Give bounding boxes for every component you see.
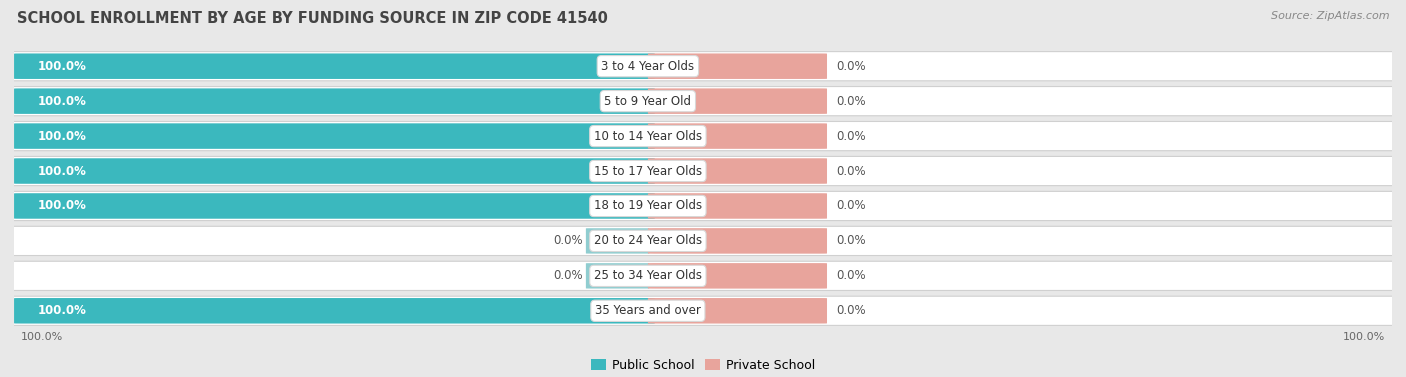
- FancyBboxPatch shape: [14, 298, 655, 323]
- Text: 35 Years and over: 35 Years and over: [595, 304, 700, 317]
- FancyBboxPatch shape: [3, 87, 1403, 116]
- Text: 3 to 4 Year Olds: 3 to 4 Year Olds: [602, 60, 695, 73]
- FancyBboxPatch shape: [3, 121, 1403, 151]
- Legend: Public School, Private School: Public School, Private School: [586, 354, 820, 377]
- FancyBboxPatch shape: [648, 193, 827, 219]
- FancyBboxPatch shape: [648, 298, 827, 323]
- FancyBboxPatch shape: [14, 123, 655, 149]
- FancyBboxPatch shape: [648, 158, 827, 184]
- FancyBboxPatch shape: [3, 226, 1403, 256]
- FancyBboxPatch shape: [648, 263, 827, 289]
- Text: 18 to 19 Year Olds: 18 to 19 Year Olds: [593, 199, 702, 213]
- Text: 100.0%: 100.0%: [21, 333, 63, 342]
- FancyBboxPatch shape: [648, 88, 827, 114]
- FancyBboxPatch shape: [14, 88, 655, 114]
- Text: 5 to 9 Year Old: 5 to 9 Year Old: [605, 95, 692, 108]
- FancyBboxPatch shape: [3, 156, 1403, 185]
- Text: 0.0%: 0.0%: [837, 164, 866, 178]
- Text: 100.0%: 100.0%: [38, 60, 86, 73]
- Text: 25 to 34 Year Olds: 25 to 34 Year Olds: [593, 269, 702, 282]
- FancyBboxPatch shape: [14, 54, 655, 79]
- Text: 0.0%: 0.0%: [837, 234, 866, 247]
- Text: 0.0%: 0.0%: [554, 234, 583, 247]
- Text: 0.0%: 0.0%: [554, 269, 583, 282]
- FancyBboxPatch shape: [648, 54, 827, 79]
- Text: 20 to 24 Year Olds: 20 to 24 Year Olds: [593, 234, 702, 247]
- Text: 100.0%: 100.0%: [38, 199, 86, 213]
- FancyBboxPatch shape: [586, 228, 650, 254]
- Text: 15 to 17 Year Olds: 15 to 17 Year Olds: [593, 164, 702, 178]
- FancyBboxPatch shape: [3, 52, 1403, 81]
- FancyBboxPatch shape: [648, 228, 827, 254]
- Text: 100.0%: 100.0%: [38, 130, 86, 143]
- Text: 100.0%: 100.0%: [38, 304, 86, 317]
- FancyBboxPatch shape: [14, 158, 655, 184]
- Text: 10 to 14 Year Olds: 10 to 14 Year Olds: [593, 130, 702, 143]
- Text: 100.0%: 100.0%: [38, 164, 86, 178]
- Text: 0.0%: 0.0%: [837, 60, 866, 73]
- FancyBboxPatch shape: [3, 192, 1403, 221]
- FancyBboxPatch shape: [586, 263, 650, 288]
- Text: 100.0%: 100.0%: [1343, 333, 1385, 342]
- FancyBboxPatch shape: [648, 123, 827, 149]
- Text: Source: ZipAtlas.com: Source: ZipAtlas.com: [1271, 11, 1389, 21]
- Text: 0.0%: 0.0%: [837, 130, 866, 143]
- FancyBboxPatch shape: [3, 296, 1403, 325]
- Text: 100.0%: 100.0%: [38, 95, 86, 108]
- Text: 0.0%: 0.0%: [837, 95, 866, 108]
- Text: SCHOOL ENROLLMENT BY AGE BY FUNDING SOURCE IN ZIP CODE 41540: SCHOOL ENROLLMENT BY AGE BY FUNDING SOUR…: [17, 11, 607, 26]
- FancyBboxPatch shape: [14, 193, 655, 219]
- Text: 0.0%: 0.0%: [837, 199, 866, 213]
- FancyBboxPatch shape: [3, 261, 1403, 290]
- Text: 0.0%: 0.0%: [837, 304, 866, 317]
- Text: 0.0%: 0.0%: [837, 269, 866, 282]
